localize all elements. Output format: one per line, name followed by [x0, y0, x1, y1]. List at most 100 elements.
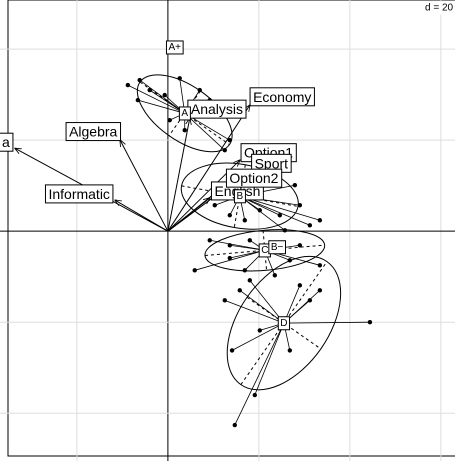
- point: [212, 203, 217, 208]
- class-name: D: [280, 318, 287, 329]
- point: [222, 147, 227, 153]
- class-label: A+: [165, 40, 184, 55]
- star-line: [283, 321, 370, 324]
- star-line: [254, 322, 285, 396]
- star-line: [239, 195, 286, 231]
- class-name: A+: [168, 42, 181, 53]
- point: [247, 238, 252, 243]
- label-box: [268, 240, 287, 255]
- arrow: [115, 200, 169, 232]
- star-line: [249, 280, 285, 324]
- point: [125, 82, 131, 88]
- ellipse-axis: [240, 261, 328, 385]
- label-box: [225, 168, 283, 188]
- point: [292, 183, 298, 188]
- class-name: A: [181, 108, 188, 119]
- scale-label: d = 20: [424, 1, 455, 15]
- point: [247, 278, 252, 283]
- variable-label: Option2: [225, 168, 283, 188]
- star-line: [137, 99, 185, 114]
- point: [277, 213, 283, 218]
- variable-label: Sport: [251, 153, 292, 173]
- label-box: [165, 40, 184, 55]
- point: [232, 422, 237, 428]
- point: [135, 97, 141, 103]
- point: [297, 203, 303, 208]
- label-box: [233, 189, 246, 204]
- variable-label: a: [0, 132, 14, 152]
- point: [242, 268, 247, 273]
- point: [227, 243, 232, 248]
- star-line: [127, 84, 185, 114]
- class-label: B−: [268, 240, 287, 255]
- point: [227, 255, 232, 261]
- label-box: [0, 132, 14, 152]
- point: [222, 298, 227, 303]
- label-box: [277, 316, 291, 331]
- point: [207, 238, 212, 243]
- variable-name: Option2: [229, 170, 278, 186]
- variable-name: Algebra: [69, 124, 117, 140]
- point: [287, 348, 293, 353]
- label-box: [178, 106, 191, 121]
- point: [272, 273, 278, 278]
- point: [242, 218, 247, 223]
- star-line: [194, 249, 265, 271]
- point: [317, 218, 323, 223]
- class-label: B: [233, 189, 246, 204]
- point: [227, 137, 232, 143]
- class-name: C: [261, 245, 268, 256]
- star-line: [239, 290, 285, 324]
- variable-name: Informatic: [48, 186, 109, 202]
- star-line: [231, 322, 285, 351]
- point: [182, 127, 187, 133]
- variable-name: a: [2, 134, 10, 150]
- label-box: [44, 184, 114, 204]
- point: [162, 92, 167, 98]
- point: [197, 87, 202, 93]
- point: [367, 319, 373, 325]
- variable-label: Economy: [249, 87, 315, 107]
- point: [147, 87, 152, 93]
- point: [229, 348, 235, 353]
- star-line: [224, 299, 285, 324]
- star-line: [234, 322, 285, 426]
- label-box: [424, 1, 455, 15]
- variable-label: Analysis: [187, 99, 247, 119]
- class-label: D: [277, 316, 291, 331]
- arrow: [167, 118, 190, 232]
- point: [257, 208, 263, 213]
- variable-label: Informatic: [44, 184, 114, 204]
- point: [282, 228, 288, 233]
- star-line: [139, 79, 185, 114]
- ellipse-axis: [181, 185, 299, 207]
- class-ellipse: [226, 255, 342, 391]
- arrow: [120, 140, 169, 232]
- class-label: A: [178, 106, 191, 121]
- point: [297, 283, 303, 288]
- class-name: B: [236, 191, 243, 202]
- point: [227, 213, 232, 218]
- variable-label: Algebra: [65, 122, 122, 142]
- point: [177, 76, 182, 81]
- point: [297, 243, 303, 248]
- variable-name: Economy: [253, 89, 311, 105]
- label-box: [249, 87, 315, 107]
- variable-name: Sport: [255, 155, 289, 171]
- point: [307, 223, 313, 228]
- star-line: [149, 89, 185, 114]
- frame: [7, 0, 455, 457]
- point: [257, 328, 263, 333]
- point: [192, 268, 197, 273]
- point: [137, 77, 142, 83]
- star-line: [239, 195, 311, 226]
- label-box: [65, 122, 122, 142]
- point: [307, 298, 313, 303]
- point: [237, 288, 242, 293]
- variable-name: Analysis: [191, 101, 243, 117]
- point: [167, 117, 172, 123]
- point: [317, 263, 323, 268]
- arrow: [167, 105, 250, 232]
